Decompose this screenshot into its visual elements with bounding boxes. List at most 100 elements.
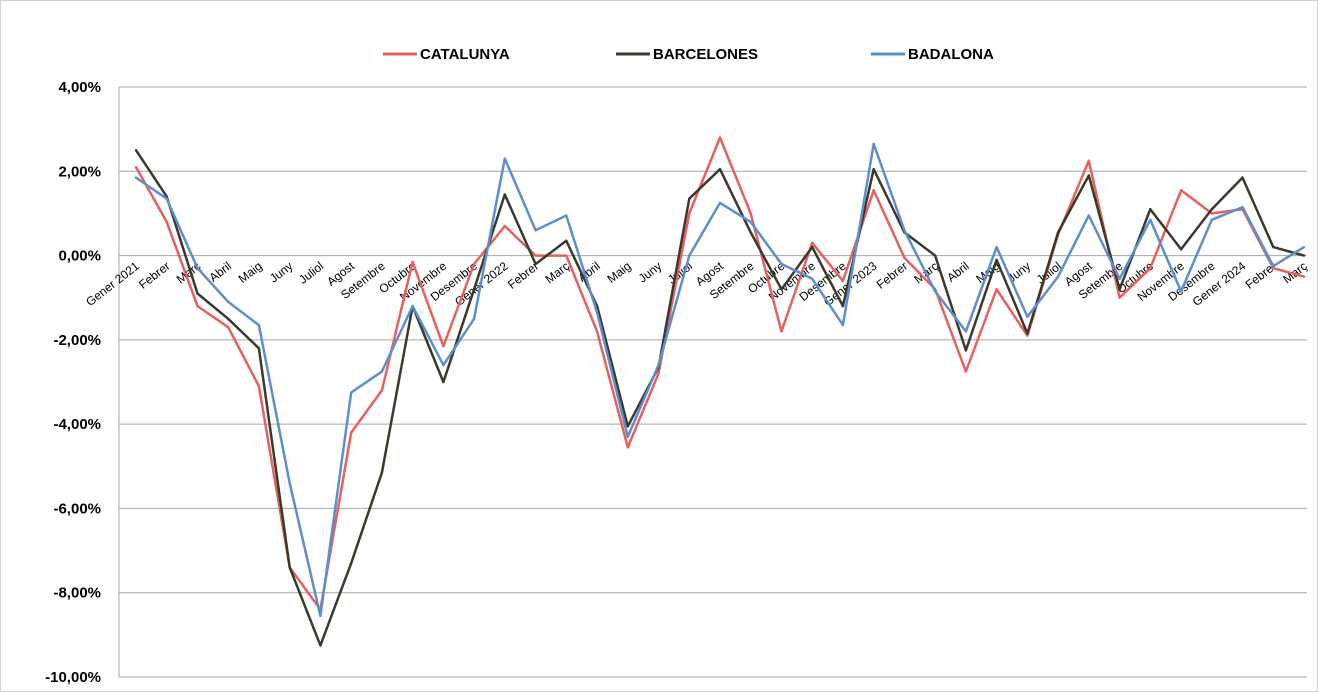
data-point — [626, 425, 629, 428]
legend-label: CATALUNYA — [420, 46, 510, 63]
data-point — [841, 304, 845, 308]
x-tick-label: Gener 2021 — [83, 259, 142, 309]
x-tick-label: Abril — [944, 259, 972, 285]
data-point — [227, 300, 230, 304]
x-tick-label: Març — [543, 259, 573, 286]
data-point — [1149, 267, 1152, 270]
data-point — [565, 214, 568, 217]
data-point — [442, 380, 445, 384]
gridlines — [118, 86, 1307, 678]
data-point — [503, 193, 507, 196]
data-point — [472, 317, 476, 320]
data-point — [1179, 290, 1183, 293]
data-point — [380, 389, 384, 392]
data-point — [380, 471, 384, 474]
data-point — [442, 344, 445, 348]
legend-label: BADALONA — [908, 46, 994, 63]
data-point — [1118, 288, 1121, 291]
data-point — [565, 254, 568, 257]
data-point — [349, 391, 353, 394]
data-point — [380, 370, 384, 373]
data-point — [1179, 189, 1183, 192]
data-point — [288, 566, 291, 569]
legend: CATALUNYA BARCELONES BADALONA — [383, 46, 994, 63]
data-point — [995, 288, 998, 291]
x-tick-label: Abril — [575, 259, 603, 285]
data-point — [1149, 218, 1152, 221]
data-point — [1026, 315, 1029, 318]
x-tick-label: Febrer — [1243, 259, 1279, 292]
data-point — [595, 311, 599, 314]
y-tick-label: -2,00% — [53, 332, 101, 349]
data-point — [257, 323, 261, 327]
legend-item-barcelones: BARCELONES — [616, 46, 758, 63]
y-tick-label: -10,00% — [45, 669, 101, 686]
data-point — [780, 288, 783, 291]
series-badalona — [134, 142, 1306, 618]
data-point — [503, 157, 507, 160]
data-point — [1241, 176, 1244, 179]
data-point — [688, 197, 691, 200]
series-line-badalona — [135, 142, 1305, 618]
y-tick-label: 2,00% — [58, 163, 101, 180]
data-point — [1149, 208, 1152, 211]
data-point — [227, 326, 230, 329]
series-catalunya — [134, 136, 1306, 611]
x-tick-label: Maig — [236, 259, 265, 286]
data-point — [872, 142, 875, 146]
data-point — [134, 149, 138, 152]
data-point — [933, 290, 937, 293]
data-point — [626, 435, 629, 438]
x-tick-label: Juliol — [296, 259, 326, 287]
data-point — [688, 254, 691, 257]
data-point — [1087, 159, 1091, 162]
data-point — [811, 245, 814, 249]
data-point — [749, 220, 752, 224]
data-point — [1302, 245, 1306, 249]
data-point — [657, 372, 660, 375]
data-point — [349, 562, 353, 565]
data-point — [1302, 254, 1306, 257]
data-point — [534, 254, 537, 257]
data-point — [718, 167, 722, 171]
data-point — [903, 229, 906, 232]
data-point — [749, 231, 752, 234]
y-tick-label: 4,00% — [58, 79, 101, 96]
data-point — [196, 292, 199, 295]
x-tick-label: Febrer — [136, 259, 172, 292]
data-point — [1087, 174, 1091, 177]
data-point — [780, 262, 783, 266]
x-tick-label: Juny — [636, 259, 665, 286]
data-point — [319, 614, 322, 618]
data-point — [1179, 248, 1183, 251]
data-point — [688, 212, 691, 215]
data-point — [1118, 277, 1121, 280]
data-point — [1210, 218, 1213, 221]
data-point — [841, 323, 845, 327]
data-point — [1302, 275, 1306, 278]
data-point — [227, 317, 230, 320]
data-point — [1272, 245, 1275, 249]
data-point — [472, 288, 476, 291]
data-point — [1026, 334, 1029, 337]
data-point — [749, 212, 752, 215]
data-point — [626, 446, 629, 449]
y-tick-label: -4,00% — [53, 416, 101, 433]
data-point — [134, 176, 138, 179]
x-tick-label: Febrer — [874, 259, 910, 292]
data-point — [995, 245, 998, 249]
x-tick-label: Març — [1280, 259, 1310, 286]
series-lines — [134, 136, 1306, 647]
data-point — [657, 363, 660, 367]
data-point — [1241, 205, 1244, 209]
data-point — [1272, 264, 1275, 268]
data-point — [472, 262, 476, 266]
data-point — [995, 258, 998, 261]
data-point — [1210, 212, 1213, 215]
y-tick-label: 0,00% — [58, 248, 101, 265]
data-point — [411, 304, 414, 308]
x-tick-label: Juny — [267, 259, 296, 286]
data-point — [1210, 208, 1213, 211]
